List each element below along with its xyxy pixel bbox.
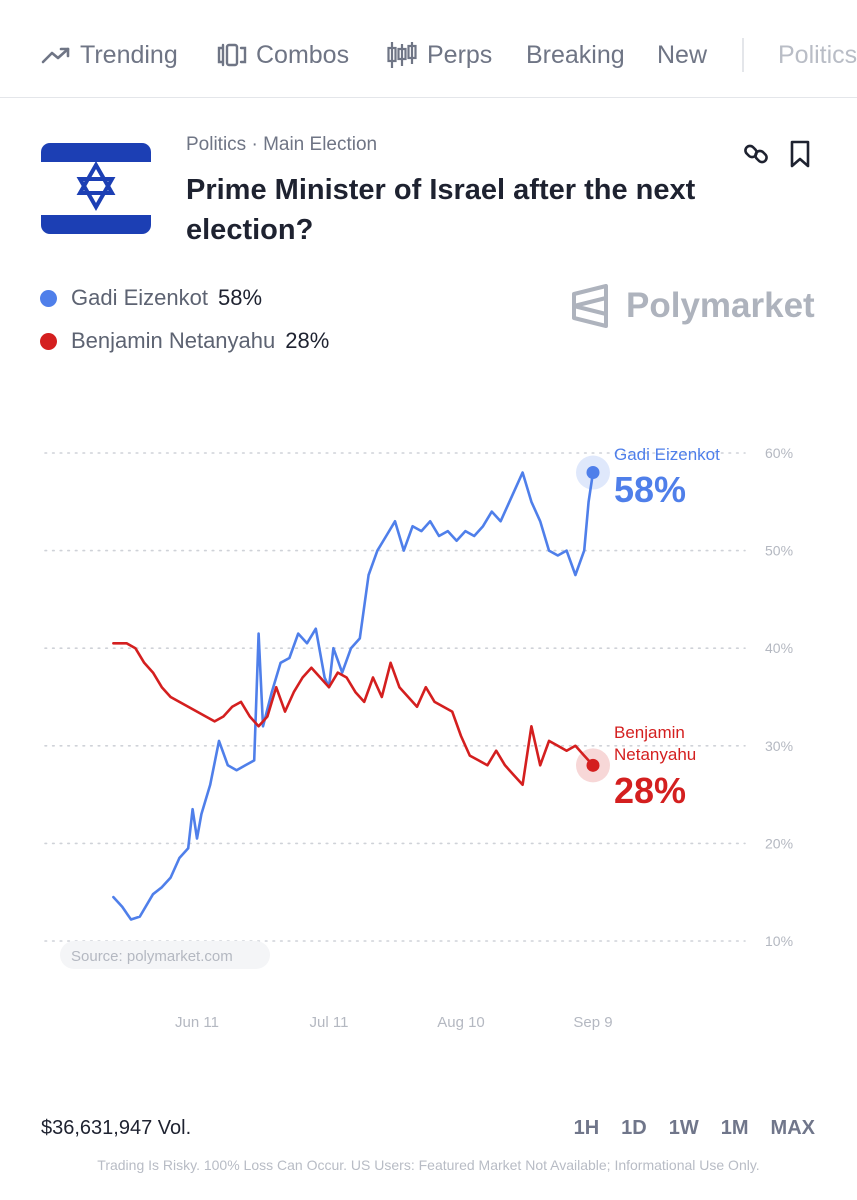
israel-flag [41, 143, 151, 234]
nav-tab-perps[interactable]: Perps [386, 38, 492, 72]
trending-icon [41, 47, 70, 64]
x-tick-label: Aug 10 [437, 1014, 485, 1031]
time-range-selector: 1H 1D 1W 1M MAX [552, 1117, 815, 1140]
nav-tab-label: Breaking [526, 40, 625, 69]
source-badge [60, 941, 270, 969]
series-color-dot [40, 332, 57, 350]
y-tick-label: 30% [765, 738, 793, 754]
y-tick-label: 10% [765, 933, 793, 949]
legend-name: Gadi Eizenkot [71, 285, 208, 310]
legend-name: Benjamin Netanyahu [71, 328, 276, 353]
range-1d-button[interactable]: 1D [621, 1117, 647, 1139]
series-end-name: Gadi Eizenkot [614, 445, 720, 464]
link-icon[interactable] [742, 140, 770, 168]
series-line [112, 471, 595, 921]
series-end-dot [586, 758, 600, 772]
series-end-name: Benjamin Netanyahu [614, 723, 696, 764]
nav-tab-label: Politics [778, 40, 857, 69]
series-color-dot [40, 289, 57, 307]
nav-tab-label: New [657, 40, 708, 69]
x-tick-label: Sep 9 [573, 1014, 612, 1031]
candles-icon [387, 42, 417, 68]
nav-tab-new[interactable]: New [657, 38, 707, 72]
y-tick-label: 40% [765, 640, 793, 656]
market-volume: $36,631,947 Vol. [41, 1117, 192, 1139]
y-tick-label: 50% [765, 543, 793, 559]
range-1w-button[interactable]: 1W [668, 1117, 699, 1139]
legend-item-netanyahu: Benjamin Netanyahu 28% [40, 328, 329, 354]
bookmark-icon[interactable] [788, 140, 812, 168]
legend-item-eizenkot: Gadi Eizenkot 58% [40, 285, 262, 311]
polymarket-logo-icon [572, 284, 608, 328]
nav-tab-label: Combos [256, 40, 350, 69]
nav-tab-combos[interactable]: Combos [217, 38, 349, 72]
y-tick-label: 60% [765, 445, 793, 461]
series-end-labels: Gadi Eizenkot 58% Benjamin Netanyahu 28% [576, 445, 720, 811]
polymarket-logo: Polymarket [570, 284, 815, 328]
range-1m-button[interactable]: 1M [720, 1117, 749, 1139]
range-1h-button[interactable]: 1H [573, 1117, 600, 1139]
y-tick-label: 20% [765, 835, 793, 851]
nav-tab-label: Trending [80, 40, 178, 69]
chart-lines [112, 471, 595, 921]
range-max-button[interactable]: MAX [770, 1117, 815, 1139]
market-title: Prime Minister of Israel after the next … [186, 174, 696, 246]
x-tick-label: Jun 11 [175, 1014, 219, 1031]
y-axis-labels: 10% 20% 30% 40% 50% 60% [765, 445, 793, 949]
nav-tab-trending[interactable]: Trending [41, 38, 178, 72]
legend-percent: 28% [285, 328, 330, 353]
top-nav: Trending Combos Perps Breaking New Polit… [0, 0, 857, 98]
polymarket-wordmark: Polymarket [626, 286, 815, 325]
series-line [112, 642, 595, 787]
risk-disclaimer: Trading Is Risky. 100% Loss Can Occur. U… [97, 1157, 760, 1173]
market-category[interactable]: Politics · Main Election [186, 134, 378, 155]
legend-percent: 58% [217, 285, 263, 310]
nav-divider [742, 38, 744, 72]
nav-tab-breaking[interactable]: Breaking [526, 38, 625, 72]
chart-grid [44, 452, 746, 942]
series-end-dot [586, 466, 600, 480]
series-end-value: 28% [614, 770, 686, 811]
price-chart[interactable]: 10% 20% 30% 40% 50% 60% Source: polymarket.co… [0, 420, 857, 1040]
source-label: Source: polymarket.com [71, 948, 233, 965]
nav-tab-label: Perps [427, 40, 493, 69]
x-axis-labels: Jun 11 Jul 11 Aug 10 Sep 9 [175, 1014, 613, 1031]
combos-icon [217, 43, 247, 67]
series-end-value: 58% [614, 469, 686, 510]
nav-tab-politics[interactable]: Politics [778, 38, 857, 72]
x-tick-label: Jul 11 [310, 1014, 349, 1031]
